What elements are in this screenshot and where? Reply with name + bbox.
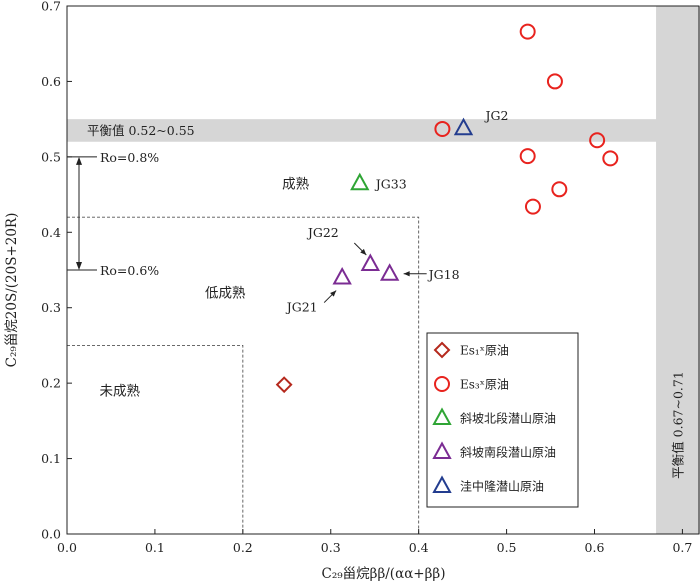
legend-label: Es₃ˣ原油	[460, 378, 509, 392]
legend-marker	[434, 376, 450, 392]
data-point	[360, 253, 381, 271]
data-point	[332, 266, 352, 285]
data-point	[434, 120, 451, 137]
low-mature-boundary	[67, 216, 420, 534]
point-label: JG22	[306, 225, 339, 240]
x-tick-label: 0.6	[585, 540, 605, 555]
label-pointer-head	[403, 271, 410, 277]
legend-marker	[433, 341, 451, 359]
y-tick-label: 0.4	[41, 225, 61, 240]
zone-label-mature: 成熟	[282, 176, 309, 192]
legend-marker	[432, 407, 452, 425]
point-label: JG18	[427, 267, 460, 282]
data-point	[551, 181, 568, 198]
data-point	[379, 263, 400, 281]
vertical-equilibrium-band	[656, 6, 700, 534]
data-point	[546, 73, 563, 90]
x-tick-label: 0.1	[145, 540, 165, 555]
legend-box	[426, 332, 579, 508]
x-axis: 0.0 0.1 0.2 0.3 0.4 0.5 0.6 0.7	[57, 529, 692, 555]
legend-label: 斜坡南段潜山原油	[460, 445, 556, 460]
point-labels: JG33 JG21 JG22 JG18 JG2	[285, 108, 509, 314]
point-label: JG21	[285, 300, 318, 315]
legend-label: 洼中隆潜山原油	[460, 479, 544, 494]
zone-label-low-mature: 低成熟	[205, 286, 246, 302]
x-tick-label: 0.7	[672, 540, 692, 555]
ro-arrow-head-down	[76, 262, 82, 270]
data-point	[589, 132, 606, 149]
y-tick-label: 0.1	[41, 451, 61, 466]
y-axis-title: C₂₉甾烷20S/(20S+20R)	[4, 213, 20, 368]
data-point	[350, 172, 370, 191]
y-tick-label: 0.2	[41, 376, 61, 391]
y-tick-label: 0.0	[41, 527, 61, 542]
y-axis: 0.0 0.1 0.2 0.3 0.4 0.5 0.6 0.7	[41, 0, 72, 542]
legend-marker	[432, 475, 452, 493]
y-tick-label: 0.3	[41, 300, 61, 315]
legend-label: Es₁ˣ原油	[460, 344, 509, 358]
horizontal-equilibrium-band	[67, 119, 700, 142]
ro-label-0.8: Ro=0.8%	[100, 150, 159, 165]
y-tick-label: 0.5	[41, 149, 61, 164]
label-pointer-head	[360, 248, 367, 255]
horizontal-band-label: 平衡值 0.52~0.55	[87, 123, 195, 138]
data-point	[602, 150, 619, 167]
x-tick-label: 0.2	[233, 540, 253, 555]
zone-label-immature: 未成熟	[100, 384, 141, 400]
plot-frame	[66, 5, 700, 535]
immature-boundary	[67, 344, 244, 534]
point-label: JG33	[374, 176, 407, 191]
data-point	[524, 198, 541, 215]
y-tick-label: 0.7	[41, 0, 61, 14]
label-pointer-head	[330, 290, 337, 297]
data-point	[519, 148, 536, 165]
y-tick-label: 0.6	[41, 74, 61, 89]
x-axis-title: C₂₉甾烷ββ/(αα+ββ)	[322, 566, 446, 582]
x-tick-label: 0.0	[57, 540, 77, 555]
legend-marker	[432, 441, 452, 459]
ro-markers: Ro=0.8% Ro=0.6%	[67, 150, 159, 278]
x-tick-label: 0.5	[497, 540, 517, 555]
ro-arrow-head-up	[76, 156, 82, 165]
point-label: JG2	[484, 108, 509, 123]
data-markers	[275, 23, 619, 394]
data-point	[275, 376, 293, 394]
vertical-band-label: 平衡值 0.67~0.71	[671, 371, 686, 479]
x-tick-label: 0.3	[321, 540, 341, 555]
x-tick-label: 0.4	[409, 540, 429, 555]
data-point	[453, 117, 474, 136]
ro-label-0.6: Ro=0.6%	[100, 263, 159, 278]
data-point	[519, 23, 536, 40]
legend-label: 斜坡北段潜山原油	[460, 411, 556, 426]
